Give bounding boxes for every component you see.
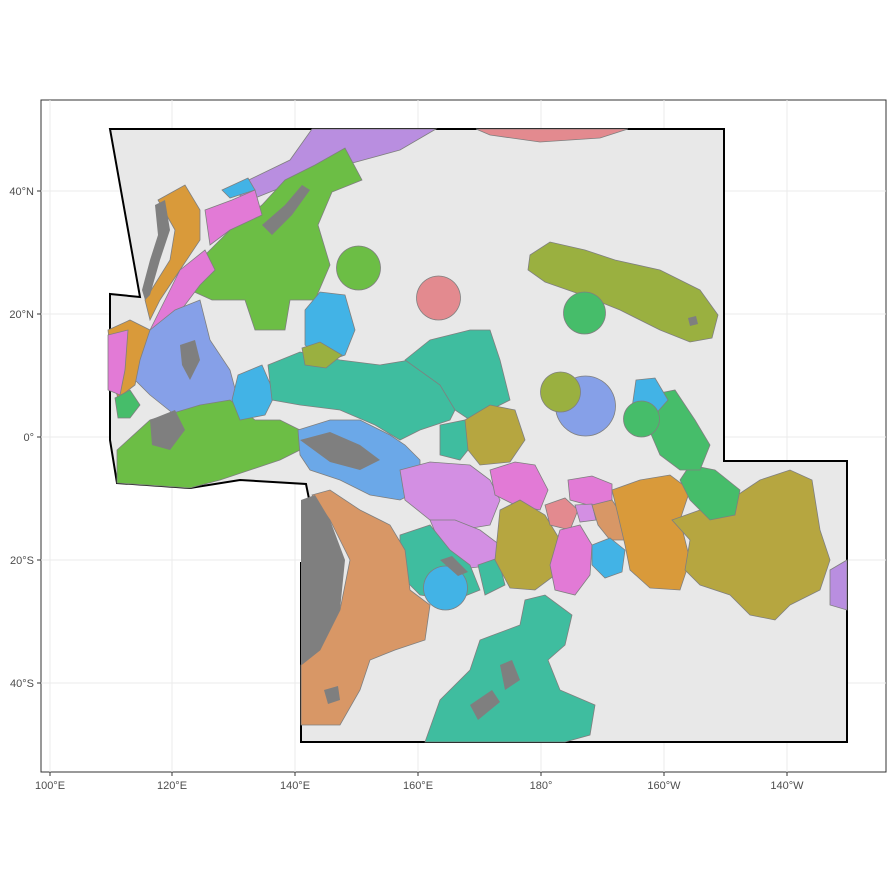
zone-taiwan xyxy=(221,177,256,199)
x-tick-label: 140°W xyxy=(770,780,804,792)
land-new-zealand-north xyxy=(500,660,520,690)
zone-tuvalu xyxy=(489,461,549,511)
zone-wallis xyxy=(544,497,579,531)
zone-palau xyxy=(231,364,276,421)
land-philippines xyxy=(180,340,200,380)
zone-marshall xyxy=(404,329,511,421)
zone-hawaii xyxy=(527,241,719,343)
land-hawaii xyxy=(688,316,698,326)
land-borneo xyxy=(150,410,185,450)
zone-aleutian-strip xyxy=(475,128,629,143)
zone-korea xyxy=(204,189,263,246)
zone-malaysia xyxy=(114,389,141,419)
zone-vietnam xyxy=(107,329,129,396)
y-axis-labels: 40°N 20°N 0° 20°S 40°S xyxy=(9,186,34,690)
axis-ticks xyxy=(37,190,788,776)
zone-new-caledonia-east xyxy=(477,557,506,596)
land-tasmania xyxy=(324,686,340,704)
eez-zones xyxy=(107,128,848,743)
y-tick-label: 20°N xyxy=(9,309,34,321)
zone-palmyra xyxy=(623,400,660,438)
land-australia xyxy=(301,495,345,665)
land-masses xyxy=(142,185,698,720)
land-asia-coast xyxy=(142,200,170,300)
zone-east-china xyxy=(149,249,216,331)
y-tick-label: 40°S xyxy=(10,678,34,690)
zone-cook-south xyxy=(591,537,626,579)
land-new-guinea xyxy=(300,432,380,470)
zone-micronesia xyxy=(267,351,461,441)
zone-japan xyxy=(189,147,363,331)
zone-am-samoa xyxy=(574,503,597,523)
zone-tonga xyxy=(549,524,593,596)
zone-yellow-sea xyxy=(144,184,201,322)
y-tick-label: 20°S xyxy=(10,555,34,567)
zone-guam-south xyxy=(301,341,343,369)
x-tick-label: 120°E xyxy=(157,780,187,792)
x-tick-label: 180° xyxy=(530,780,553,792)
zone-nauru xyxy=(439,419,473,461)
land-japan xyxy=(262,185,310,235)
zone-kiribati-gilbert xyxy=(464,404,526,466)
zone-solomons xyxy=(399,461,501,531)
x-tick-label: 160°W xyxy=(647,780,681,792)
zone-hawaii-south xyxy=(679,464,741,521)
zone-pitcairn xyxy=(829,559,848,611)
y-tick-label: 40°N xyxy=(9,186,34,198)
x-tick-label: 160°E xyxy=(403,780,433,792)
zone-line-islands xyxy=(611,474,691,591)
land-new-caledonia xyxy=(440,556,468,576)
land-new-zealand-south xyxy=(470,690,500,720)
x-axis-labels: 100°E 120°E 140°E 160°E 180° 160°W 140°W xyxy=(35,780,804,792)
x-tick-label: 140°E xyxy=(280,780,310,792)
y-tick-label: 0° xyxy=(23,432,34,444)
zone-wake xyxy=(416,275,461,321)
x-tick-label: 100°E xyxy=(35,780,65,792)
zone-minami-torishima xyxy=(336,245,381,291)
zone-johnston xyxy=(563,291,606,335)
zone-howland xyxy=(540,371,581,413)
